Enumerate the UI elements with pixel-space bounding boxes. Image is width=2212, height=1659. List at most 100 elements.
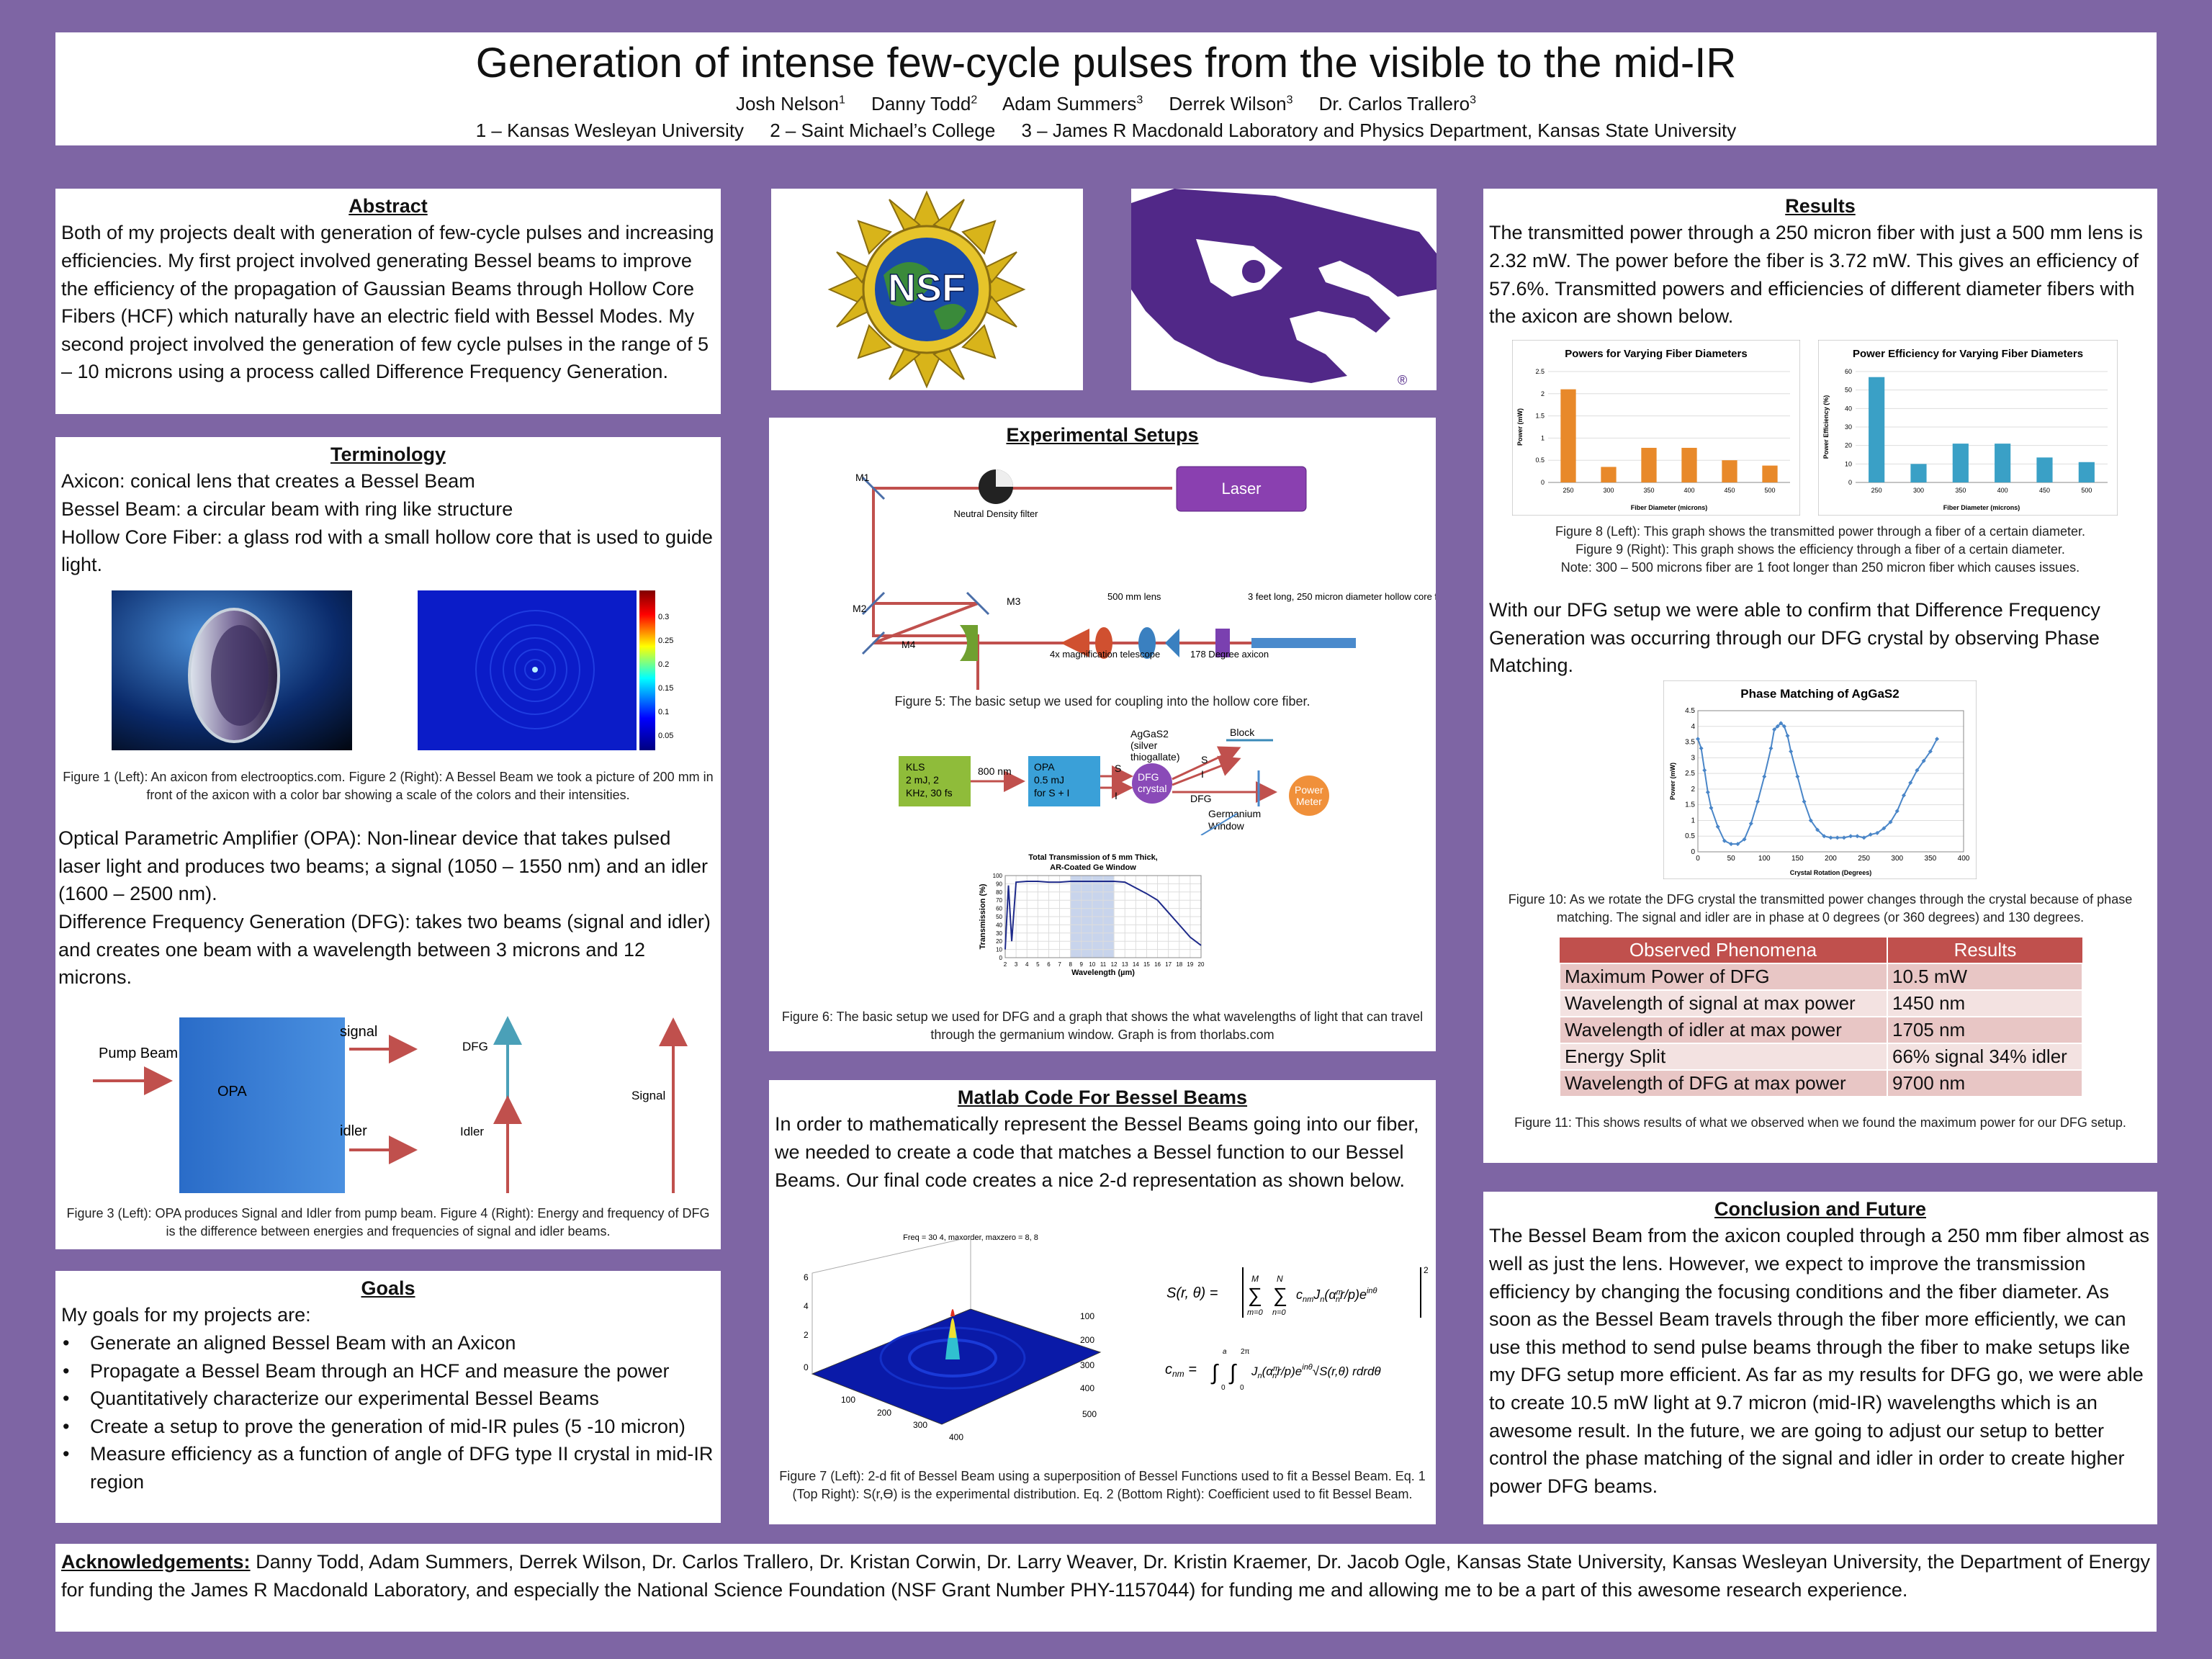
table-row: Energy Split 66% signal 34% idler (1559, 1043, 2083, 1071)
idler-label: idler (340, 1123, 367, 1139)
series-line (1004, 880, 1202, 950)
y-axis-label: Power (mW) (1669, 763, 1676, 800)
y-tick-label: 0.5 (1535, 457, 1545, 464)
x-tick-label: 11 (1100, 961, 1107, 968)
y-tick-label: 50 (996, 914, 1002, 920)
bar (1560, 389, 1576, 482)
x-tick-label: 6 (1047, 961, 1051, 968)
x-tick-label: 5 (1036, 961, 1040, 968)
y-tick-label: 3 (1691, 754, 1695, 762)
svg-text:400: 400 (1080, 1383, 1094, 1393)
equation-2: cnm = ∫ a 0 ∫ 2π 0 Jn(αm nr/p)einθ√S(r,θ)… (1165, 1348, 1381, 1392)
ksu-powercat-logo: ® (1131, 189, 1437, 387)
x-tick-label: 50 (1727, 855, 1736, 863)
table-cell: Maximum Power of DFG (1559, 963, 1888, 991)
term-bessel: Bessel Beam: a circular beam with ring l… (61, 498, 513, 521)
x-tick-label: 200 (1825, 855, 1837, 863)
x-tick-label: 500 (2081, 487, 2092, 494)
affiliation: 1 – Kansas Wesleyan University (475, 120, 745, 142)
opa-definition: Optical Parametric Amplifier (OPA): Non-… (58, 827, 709, 905)
y-tick-label: 0 (1691, 848, 1695, 856)
x-axis-label: Crystal Rotation (Degrees) (1790, 869, 1872, 876)
axicon (1215, 629, 1230, 657)
svg-text:200: 200 (877, 1408, 891, 1418)
data-point (1762, 774, 1767, 779)
x-tick-label: 15 (1143, 961, 1150, 968)
x-tick-label: 450 (1724, 487, 1735, 494)
x-tick-label: 300 (1603, 487, 1614, 494)
opa-label: OPA (217, 1084, 247, 1100)
y-tick-label: 0 (1848, 479, 1852, 486)
ge-window-transmission-chart: Total Transmission of 5 mm Thick,AR-Coat… (978, 850, 1208, 979)
table-row: Wavelength of DFG at max power 9700 nm (1559, 1069, 2083, 1097)
experimental-setups-panel: Experimental Setups M1 M2 M3 M4 Neutral … (769, 418, 1436, 1051)
y-tick-label: 1.5 (1535, 413, 1545, 420)
data-point (1715, 824, 1720, 830)
x-tick-label: 10 (1089, 961, 1095, 968)
opa-box (1028, 756, 1100, 806)
dfg-crystal-label: DFG (1138, 771, 1159, 783)
svg-text:∫: ∫ (1228, 1361, 1237, 1385)
title-banner: Generation of intense few-cycle pulses f… (55, 32, 2157, 145)
table-row: Wavelength of idler at max power 1705 nm (1559, 1016, 2083, 1044)
x-tick-label: 8 (1069, 961, 1072, 968)
laser-box (1176, 466, 1307, 512)
data-point (1841, 835, 1846, 840)
bar (1641, 447, 1657, 482)
svg-text:100: 100 (841, 1395, 855, 1405)
data-point (1915, 768, 1920, 773)
goal-item: Generate an aligned Bessel Beam with an … (61, 1329, 715, 1357)
results-text-1: The transmitted power through a 250 micr… (1489, 222, 2143, 328)
svg-text:cnm =: cnm = (1165, 1362, 1197, 1379)
term-hcf: Hollow Core Fiber: a glass rod with a sm… (61, 526, 713, 576)
registered-mark: ® (1398, 373, 1407, 387)
data-point (1709, 806, 1714, 811)
m1-label: M1 (855, 472, 870, 483)
block-label: Block (1230, 727, 1255, 738)
data-point (1875, 830, 1880, 835)
y-tick-label: 0 (999, 955, 1003, 961)
y-tick-label: 0 (1541, 479, 1545, 486)
bar (1995, 444, 2011, 482)
signal-label: signal (340, 1024, 377, 1040)
figure-6-caption: Figure 6: The basic setup we used for DF… (781, 1010, 1424, 1043)
hollow-core-fiber (1251, 638, 1356, 648)
acknowledgements-body: Danny Todd, Adam Summers, Derrek Wilson,… (61, 1551, 2151, 1601)
data-point (1755, 799, 1761, 804)
telescope-lens-1 (960, 625, 978, 661)
axicon-photo (112, 590, 352, 750)
dfg-out-label: DFG (1190, 793, 1212, 804)
table-header: Results (1954, 939, 2017, 961)
y-tick-label: 70 (996, 897, 1002, 904)
data-point (1702, 768, 1707, 773)
table-row: Wavelength of signal at max power 1450 n… (1559, 989, 2083, 1017)
data-point (1835, 835, 1840, 840)
svg-text:2: 2 (1424, 1265, 1429, 1275)
table-cell: 66% signal 34% idler (1887, 1043, 2083, 1071)
data-point (1735, 842, 1740, 847)
opa-box-label: OPA (1034, 761, 1055, 773)
table-cell: Wavelength of DFG at max power (1559, 1069, 1888, 1097)
svg-text:100: 100 (1080, 1311, 1094, 1321)
y-tick-label: 2 (1691, 786, 1695, 793)
matlab-text: In order to mathematically represent the… (775, 1113, 1419, 1191)
setups-heading: Experimental Setups (1006, 424, 1199, 446)
i-label: I (1115, 790, 1118, 801)
bessel-beam-image: 0.3 0.25 0.2 0.15 0.1 0.05 (418, 590, 673, 750)
table-cell: 9700 nm (1887, 1069, 2083, 1097)
x-tick-label: 400 (1997, 487, 2008, 494)
data-point (1789, 749, 1794, 754)
author: Adam Summers3 (1002, 92, 1143, 114)
svg-text:N: N (1277, 1274, 1283, 1284)
svg-text:m=0: m=0 (1247, 1308, 1264, 1317)
caption-line: Figure 9 (Right): This graph shows the e… (1575, 542, 2065, 557)
term-axicon: Axicon: conical lens that creates a Bess… (61, 470, 475, 493)
bar (1762, 465, 1778, 482)
colorbar-tick: 0.05 (658, 732, 673, 740)
table-header: Observed Phenomena (1560, 938, 1888, 963)
data-point (1894, 809, 1899, 814)
figure-3-4-caption: Figure 3 (Left): OPA produces Signal and… (66, 1206, 710, 1239)
y-tick-label: 100 (993, 873, 1003, 879)
y-tick-label: 3.5 (1685, 739, 1695, 747)
x-tick-label: 13 (1122, 961, 1128, 968)
